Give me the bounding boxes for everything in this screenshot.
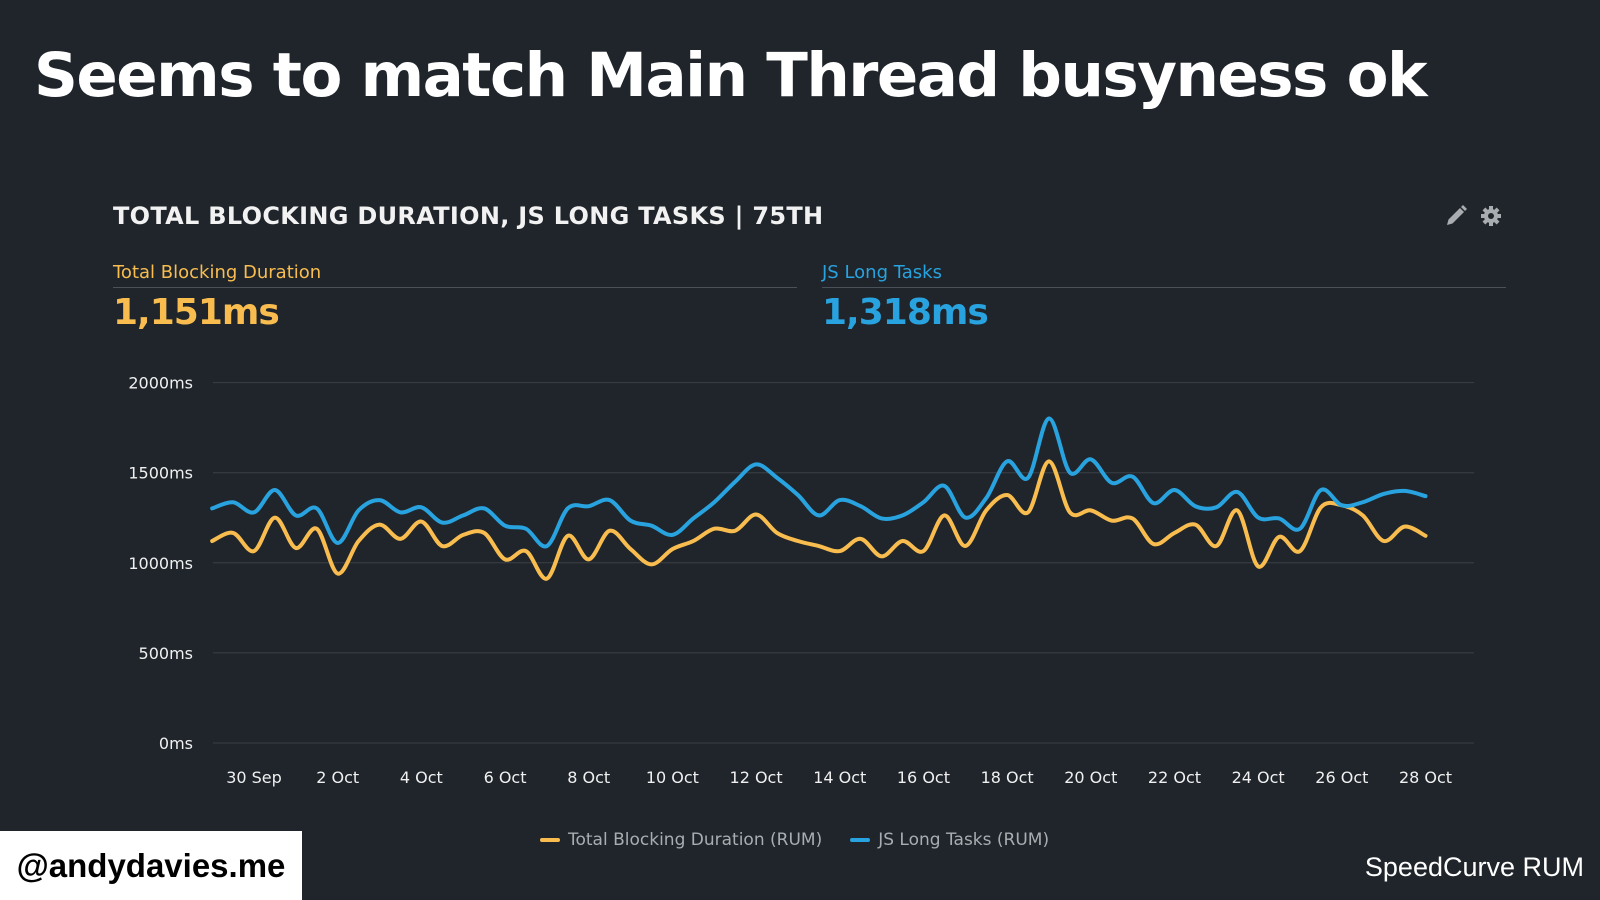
- legend-swatch: [850, 838, 871, 842]
- x-tick-label: 6 Oct: [484, 768, 527, 787]
- slide-title: Seems to match Main Thread busyness ok: [34, 40, 1428, 111]
- x-tick-label: 2 Oct: [316, 768, 359, 787]
- x-tick-label: 22 Oct: [1148, 768, 1201, 787]
- legend-label: Total Blocking Duration (RUM): [568, 830, 823, 850]
- y-tick-label: 500ms: [139, 644, 193, 663]
- metric-value: 1,151ms: [113, 292, 280, 333]
- x-tick-label: 28 Oct: [1399, 768, 1452, 787]
- pencil-icon[interactable]: [1444, 204, 1468, 228]
- y-tick-label: 2000ms: [128, 374, 193, 393]
- x-tick-label: 24 Oct: [1232, 768, 1285, 787]
- x-tick-label: 30 Sep: [226, 768, 282, 787]
- y-tick-label: 0ms: [159, 734, 193, 753]
- metric-label: Total Blocking Duration: [113, 262, 322, 283]
- chart-card-title: TOTAL BLOCKING DURATION, JS LONG TASKS |…: [113, 202, 824, 230]
- x-tick-label: 10 Oct: [646, 768, 699, 787]
- metric-value: 1,318ms: [822, 292, 989, 333]
- legend-item-total-blocking-duration[interactable]: Total Blocking Duration (RUM): [540, 830, 822, 850]
- chart-legend: Total Blocking Duration (RUM) JS Long Ta…: [540, 830, 1049, 850]
- x-tick-label: 14 Oct: [813, 768, 866, 787]
- series-line-total-blocking-duration: [210, 459, 1428, 581]
- legend-label: JS Long Tasks (RUM): [878, 830, 1050, 850]
- x-tick-label: 8 Oct: [567, 768, 610, 787]
- metric-total-blocking-duration: Total Blocking Duration 1,151ms: [113, 262, 797, 333]
- series-line-js-long-tasks: [210, 416, 1428, 549]
- y-tick-label: 1500ms: [128, 464, 193, 483]
- y-tick-label: 1000ms: [128, 554, 193, 573]
- x-tick-label: 26 Oct: [1315, 768, 1368, 787]
- legend-item-js-long-tasks[interactable]: JS Long Tasks (RUM): [850, 830, 1049, 850]
- metric-js-long-tasks: JS Long Tasks 1,318ms: [822, 262, 1506, 333]
- x-tick-label: 20 Oct: [1064, 768, 1117, 787]
- metric-label: JS Long Tasks: [822, 262, 942, 283]
- x-tick-label: 4 Oct: [400, 768, 443, 787]
- x-tick-label: 16 Oct: [897, 768, 950, 787]
- brand-label: SpeedCurve RUM: [1364, 852, 1584, 882]
- x-tick-label: 18 Oct: [981, 768, 1034, 787]
- gear-icon[interactable]: [1479, 204, 1503, 228]
- author-handle: @andydavies.me: [0, 831, 302, 900]
- legend-swatch: [540, 838, 560, 842]
- x-tick-label: 12 Oct: [730, 768, 783, 787]
